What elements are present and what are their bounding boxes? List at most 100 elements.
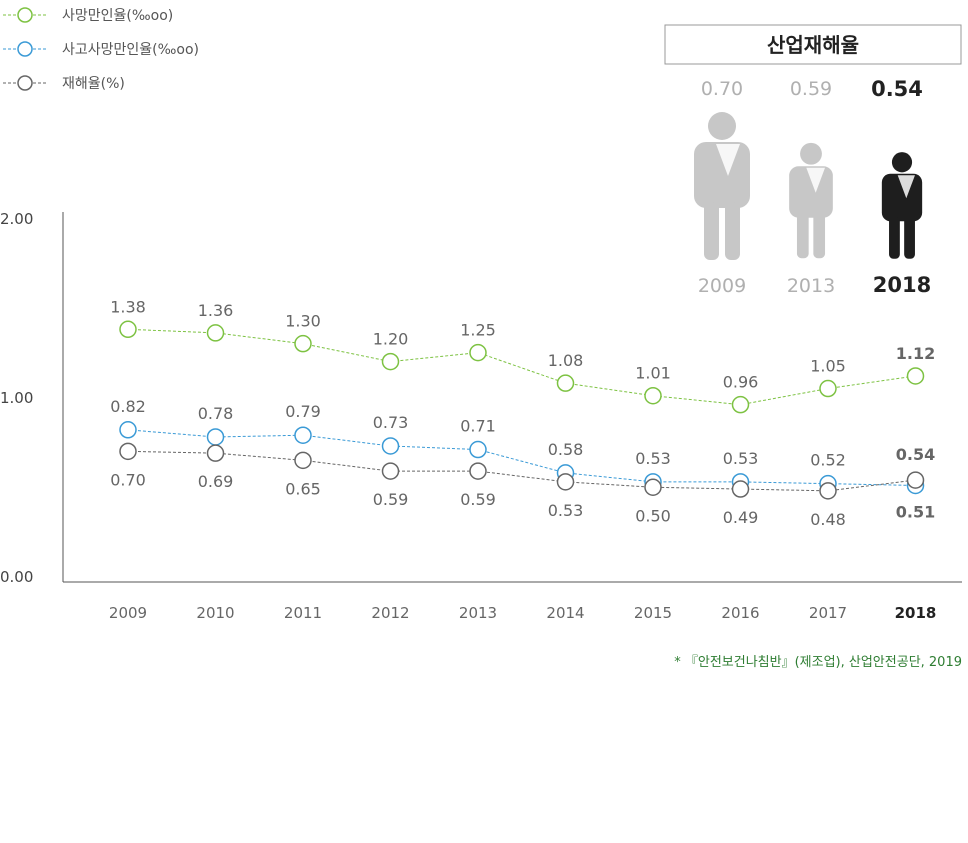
injured-person-icon — [881, 152, 923, 259]
data-label: 1.38 — [110, 297, 146, 316]
data-label: 0.50 — [635, 506, 671, 525]
data-label: 1.25 — [460, 321, 496, 340]
data-point — [644, 386, 662, 405]
injured-person-icon — [694, 112, 750, 260]
y-tick-label: 2.00 — [0, 210, 33, 228]
x-tick-label: 2017 — [809, 604, 847, 622]
data-label: 0.78 — [198, 404, 234, 423]
inset-title: 산업재해율 — [767, 33, 859, 57]
inset-value-2013: 0.59 — [790, 78, 832, 100]
data-label: 1.12 — [896, 344, 935, 363]
y-tick-label: 1.00 — [0, 389, 33, 407]
x-tick-label: 2015 — [634, 604, 672, 622]
series-accident-fatality-rate: 0.82 0.78 0.79 0.73 0.71 0.58 0.53 0.53 0.52 0.51 — [110, 397, 935, 522]
data-label: 0.79 — [285, 402, 321, 421]
data-point — [206, 444, 225, 462]
x-tick-label: 2016 — [721, 604, 759, 622]
legend-item-injury-rate: 재해율(%) — [3, 75, 125, 92]
data-point — [294, 334, 312, 353]
data-point — [119, 421, 137, 439]
source-note: * 『안전보건나침반』(제조업), 산업안전공단, 2019 — [674, 655, 962, 670]
data-label: 0.59 — [373, 490, 409, 509]
data-label: 0.58 — [548, 440, 584, 459]
data-label: 0.71 — [460, 417, 496, 436]
data-label: 1.36 — [198, 301, 234, 320]
data-label: 0.82 — [110, 397, 146, 416]
data-point — [644, 478, 662, 496]
data-point — [731, 395, 750, 414]
data-point — [381, 437, 400, 455]
data-point — [556, 473, 575, 491]
data-point — [381, 352, 400, 371]
data-label: 1.05 — [810, 357, 846, 376]
data-label: 0.52 — [810, 451, 846, 470]
data-label: 0.48 — [810, 510, 846, 529]
data-point — [119, 442, 137, 461]
series-injury-rate: 0.70 0.69 0.65 0.59 0.59 0.53 0.50 0.49 0.48 0.54 — [110, 442, 935, 529]
data-point — [469, 440, 487, 459]
legend-label: 사고사망만인율(‰oo) — [62, 42, 199, 58]
legend-marker — [17, 75, 33, 91]
x-tick-label: 2011 — [284, 604, 322, 622]
data-point — [381, 462, 400, 480]
series-fatality-rate: 1.38 1.36 1.30 1.20 1.25 1.08 1.01 0.96 1.05 1.12 — [110, 297, 935, 414]
inset-title-box — [664, 24, 962, 65]
data-point — [294, 426, 312, 444]
inset-value-2018: 0.54 — [871, 77, 923, 101]
legend-item-fatality-rate: 사망만인율(‰oo) — [3, 7, 173, 24]
x-tick-label: 2014 — [546, 604, 584, 622]
legend-label: 재해율(%) — [62, 76, 125, 92]
inset-value-2009: 0.70 — [701, 78, 743, 100]
data-point — [294, 451, 312, 470]
data-label: 0.51 — [896, 502, 935, 521]
x-tick-label: 2012 — [371, 604, 409, 622]
legend: 사망만인율(‰oo) 사고사망만인율(‰oo) 재해율(%) — [3, 7, 199, 92]
data-point — [469, 343, 487, 362]
x-tick-label: 2013 — [459, 604, 497, 622]
data-point — [819, 379, 837, 398]
inset-year-2013: 2013 — [787, 275, 835, 297]
data-point — [906, 471, 925, 489]
data-label: 0.65 — [285, 479, 321, 498]
data-label: 0.53 — [723, 449, 759, 468]
inset-year-2018: 2018 — [873, 273, 931, 297]
data-label: 1.20 — [373, 330, 409, 349]
data-label: 1.30 — [285, 312, 321, 331]
data-label: 1.08 — [548, 351, 584, 370]
injured-person-icon — [789, 142, 833, 259]
legend-item-accident-fatality-rate: 사고사망만인율(‰oo) — [3, 41, 199, 58]
y-tick-label: 0.00 — [0, 568, 33, 586]
data-point — [556, 374, 575, 392]
inset-year-2009: 2009 — [698, 275, 746, 297]
legend-label: 사망만인율(‰oo) — [62, 8, 173, 24]
x-tick-label: 2009 — [109, 604, 147, 622]
data-point — [731, 480, 750, 498]
data-label: 0.70 — [110, 470, 146, 489]
data-label: 0.59 — [460, 490, 496, 509]
data-label: 0.53 — [635, 449, 671, 468]
data-label: 0.49 — [723, 508, 759, 527]
series-layer: 1.38 1.36 1.30 1.20 1.25 1.08 1.01 0.96 1.05 1.12… — [110, 297, 935, 529]
data-label: 0.69 — [198, 472, 234, 491]
data-point — [906, 367, 925, 385]
data-point — [119, 320, 137, 339]
series-line — [127, 328, 916, 406]
data-point — [469, 462, 487, 480]
data-label: 0.54 — [896, 445, 935, 464]
inset-panel: 산업재해율 0.70 0.59 0.54 2009 2013 20 — [664, 24, 962, 297]
legend-marker — [17, 7, 33, 23]
data-label: 1.01 — [635, 364, 671, 383]
data-label: 0.53 — [548, 501, 584, 520]
x-tick-labels: 2009 2010 2011 2012 2013 2014 2015 2016 2017 2018 — [109, 604, 936, 622]
legend-marker — [17, 41, 33, 57]
x-tick-label: 2010 — [196, 604, 234, 622]
data-point — [819, 482, 837, 500]
data-point — [206, 428, 225, 446]
data-label: 0.96 — [723, 373, 759, 392]
series-line — [127, 450, 916, 492]
data-point — [206, 324, 225, 342]
series-line — [127, 429, 916, 486]
data-label: 0.73 — [373, 413, 409, 432]
